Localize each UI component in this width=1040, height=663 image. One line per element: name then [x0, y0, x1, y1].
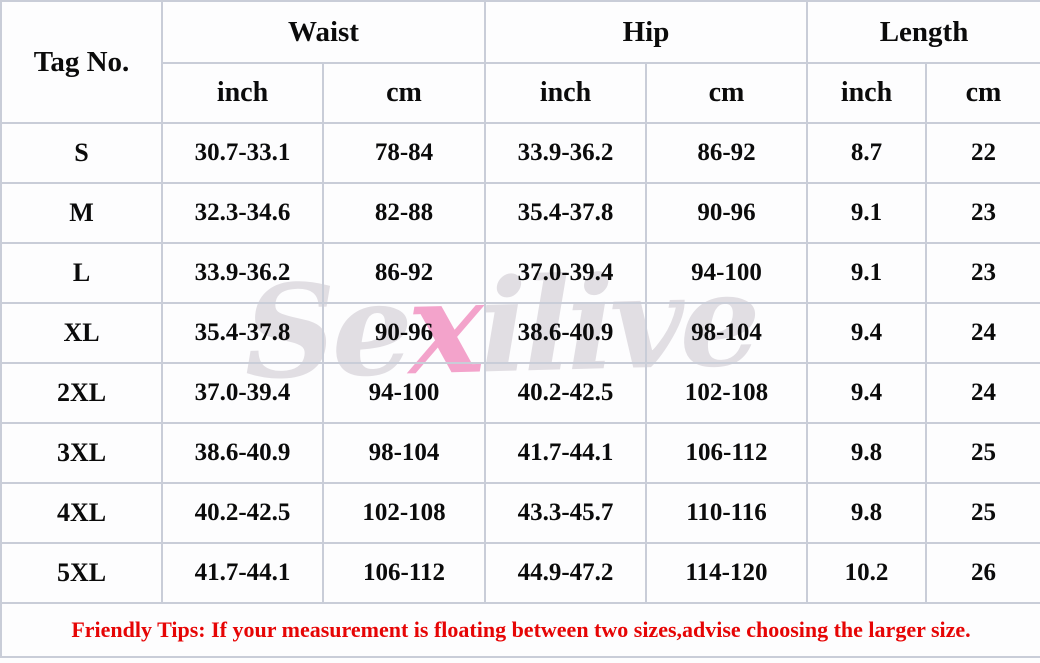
hip-inch-value: 41.7-44.1: [484, 422, 647, 484]
hip-inch-value: 37.0-39.4: [484, 242, 647, 304]
hip-inch-value: 35.4-37.8: [484, 182, 647, 244]
hip-cm-value: 110-116: [645, 482, 808, 544]
waist-cm-value: 102-108: [322, 482, 486, 544]
hip-cm-value: 94-100: [645, 242, 808, 304]
table-row: 4XL 40.2-42.5 102-108 43.3-45.7 110-116 …: [0, 482, 1040, 544]
table-header-units: inch cm inch cm inch cm: [1, 62, 1040, 124]
waist-inch-value: 30.7-33.1: [161, 122, 324, 184]
size-tag: 5XL: [0, 542, 163, 604]
waist-cm-value: 78-84: [322, 122, 486, 184]
hip-inch-value: 40.2-42.5: [484, 362, 647, 424]
length-cm-value: 26: [924, 542, 1040, 604]
waist-cm-value: 94-100: [322, 362, 486, 424]
table-row: 3XL 38.6-40.9 98-104 41.7-44.1 106-112 9…: [0, 422, 1040, 484]
waist-cm-value: 90-96: [322, 302, 486, 364]
header-length-inch: inch: [806, 62, 927, 124]
table-row: M 32.3-34.6 82-88 35.4-37.8 90-96 9.1 23: [0, 182, 1040, 244]
length-cm-value: 24: [924, 362, 1040, 424]
size-tag: 2XL: [0, 362, 163, 424]
header-hip-inch: inch: [484, 62, 647, 124]
hip-inch-value: 44.9-47.2: [484, 542, 647, 604]
hip-cm-value: 98-104: [645, 302, 808, 364]
size-tag: 3XL: [0, 422, 163, 484]
waist-inch-value: 41.7-44.1: [161, 542, 324, 604]
waist-inch-value: 38.6-40.9: [161, 422, 324, 484]
header-tag-no: Tag No.: [0, 0, 163, 124]
header-hip-cm: cm: [645, 62, 808, 124]
hip-cm-value: 90-96: [645, 182, 808, 244]
waist-cm-value: 82-88: [322, 182, 486, 244]
size-tag: XL: [0, 302, 163, 364]
length-cm-value: 23: [924, 242, 1040, 304]
length-cm-value: 22: [924, 122, 1040, 184]
length-cm-value: 24: [924, 302, 1040, 364]
hip-cm-value: 86-92: [645, 122, 808, 184]
header-length-cm: cm: [924, 62, 1040, 124]
table-footer: Friendly Tips: If your measurement is fl…: [0, 602, 1040, 658]
hip-cm-value: 106-112: [645, 422, 808, 484]
table-row: S 30.7-33.1 78-84 33.9-36.2 86-92 8.7 22: [0, 122, 1040, 184]
header-hip: Hip: [484, 0, 808, 64]
friendly-tips-text: Friendly Tips: If your measurement is fl…: [0, 602, 1040, 658]
waist-cm-value: 98-104: [322, 422, 486, 484]
waist-inch-value: 33.9-36.2: [161, 242, 324, 304]
length-inch-value: 9.8: [806, 422, 927, 484]
length-cm-value: 25: [924, 482, 1040, 544]
length-inch-value: 9.4: [806, 302, 927, 364]
hip-inch-value: 38.6-40.9: [484, 302, 647, 364]
waist-cm-value: 106-112: [322, 542, 486, 604]
length-inch-value: 10.2: [806, 542, 927, 604]
table-row: 5XL 41.7-44.1 106-112 44.9-47.2 114-120 …: [0, 542, 1040, 604]
size-tag: S: [0, 122, 163, 184]
waist-cm-value: 86-92: [322, 242, 486, 304]
size-tag: M: [0, 182, 163, 244]
waist-inch-value: 37.0-39.4: [161, 362, 324, 424]
hip-inch-value: 33.9-36.2: [484, 122, 647, 184]
waist-inch-value: 35.4-37.8: [161, 302, 324, 364]
hip-cm-value: 102-108: [645, 362, 808, 424]
size-tag: 4XL: [0, 482, 163, 544]
length-inch-value: 9.4: [806, 362, 927, 424]
table-header-groups: Tag No. Waist Hip Length: [0, 0, 1040, 124]
header-waist-cm: cm: [322, 62, 486, 124]
header-waist-inch: inch: [161, 62, 324, 124]
length-inch-value: 9.8: [806, 482, 927, 544]
waist-inch-value: 32.3-34.6: [161, 182, 324, 244]
length-inch-value: 9.1: [806, 182, 927, 244]
table-row: 2XL 37.0-39.4 94-100 40.2-42.5 102-108 9…: [0, 362, 1040, 424]
hip-cm-value: 114-120: [645, 542, 808, 604]
length-inch-value: 9.1: [806, 242, 927, 304]
length-cm-value: 23: [924, 182, 1040, 244]
length-inch-value: 8.7: [806, 122, 927, 184]
size-tag: L: [0, 242, 163, 304]
header-length: Length: [805, 0, 1040, 64]
header-waist: Waist: [161, 0, 486, 64]
length-cm-value: 25: [924, 422, 1040, 484]
hip-inch-value: 43.3-45.7: [484, 482, 647, 544]
waist-inch-value: 40.2-42.5: [161, 482, 324, 544]
table-row: L 33.9-36.2 86-92 37.0-39.4 94-100 9.1 2…: [0, 242, 1040, 304]
table-row: XL 35.4-37.8 90-96 38.6-40.9 98-104 9.4 …: [0, 302, 1040, 364]
